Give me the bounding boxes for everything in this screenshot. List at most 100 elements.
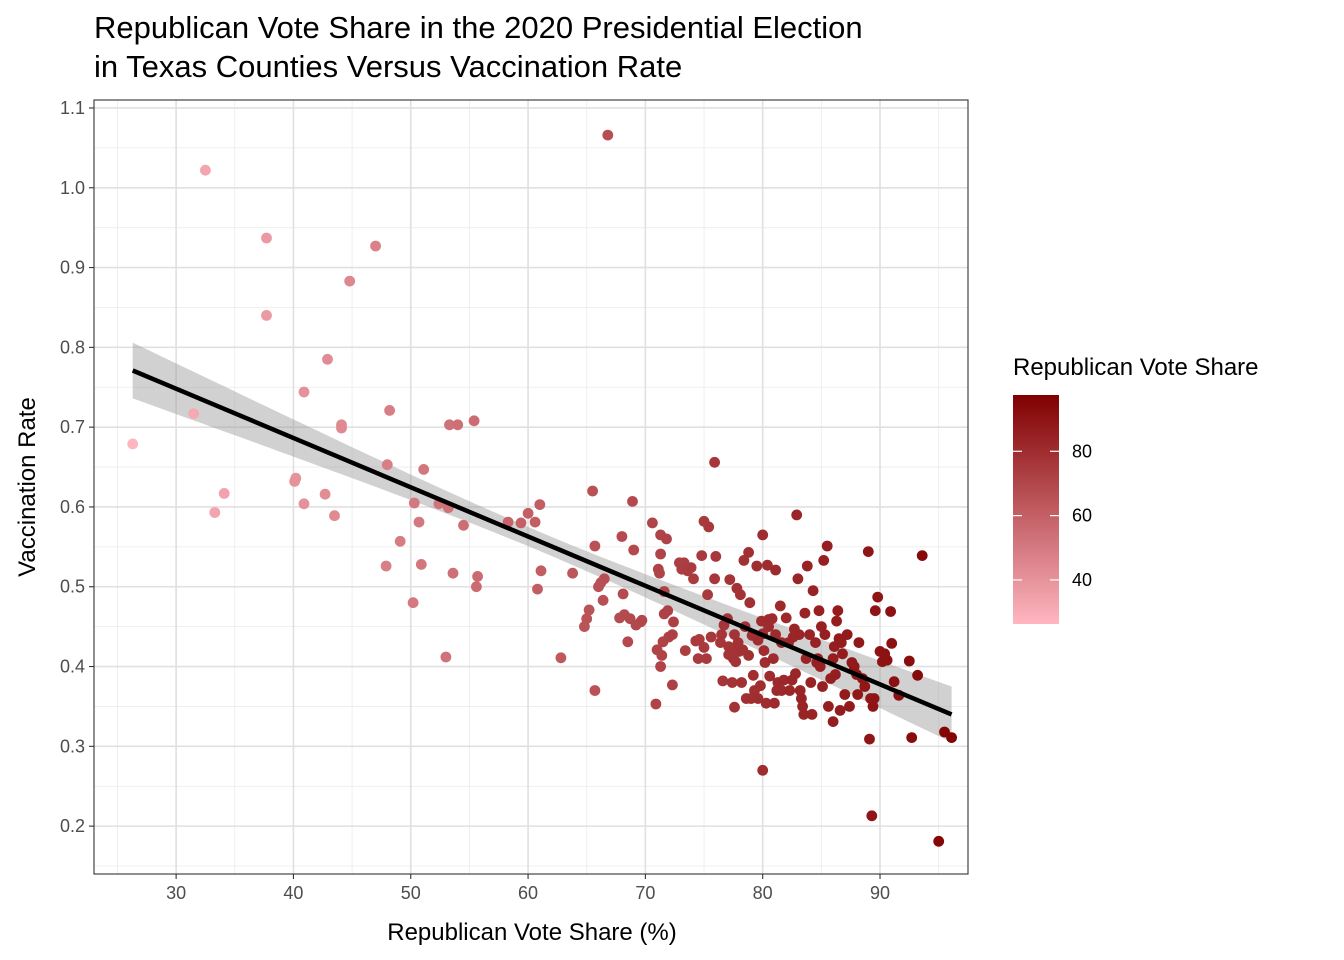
data-point (515, 517, 527, 529)
y-axis: 0.2 0.3 0.4 0.5 0.6 0.7 0.8 0.9 1.0 1.1 (60, 98, 94, 836)
data-point (127, 438, 139, 450)
data-point (886, 638, 898, 649)
data-point (261, 232, 272, 244)
data-point (188, 408, 200, 419)
data-point (535, 565, 547, 577)
data-point (534, 499, 546, 510)
data-point (813, 605, 825, 617)
data-point (622, 636, 634, 648)
data-point (567, 567, 578, 579)
data-point (807, 585, 819, 597)
data-point (776, 685, 787, 696)
y-tick-label: 0.9 (60, 258, 85, 278)
data-point (617, 588, 629, 600)
data-point (298, 386, 310, 398)
data-point (801, 560, 813, 572)
data-point (778, 674, 790, 686)
data-point (798, 709, 810, 720)
data-point (751, 560, 763, 572)
data-point (726, 677, 738, 688)
data-point (888, 676, 900, 688)
data-point (885, 606, 896, 617)
data-point (581, 613, 593, 625)
data-point (647, 517, 658, 529)
data-point (853, 637, 865, 648)
data-point (650, 698, 662, 710)
data-point (200, 164, 211, 176)
data-point (655, 548, 666, 560)
data-point (804, 629, 815, 640)
data-point (370, 240, 381, 252)
data-point (529, 516, 541, 528)
data-point (471, 581, 482, 593)
data-point (832, 605, 844, 617)
data-point (702, 589, 713, 601)
data-point (844, 701, 855, 712)
major-gridlines (94, 100, 968, 874)
data-point (655, 661, 666, 672)
data-point (413, 516, 425, 528)
color-legend: Republican Vote Share 40 60 80 (1013, 354, 1259, 624)
data-point (738, 555, 750, 566)
plot-panel (93, 99, 969, 875)
data-point (912, 669, 923, 681)
data-point (458, 519, 469, 531)
data-point (823, 701, 834, 712)
data-point (916, 550, 928, 561)
y-tick-label: 1.0 (60, 178, 85, 198)
data-point (685, 562, 697, 573)
data-point (906, 732, 918, 743)
data-point (447, 567, 459, 579)
data-point (869, 605, 881, 617)
data-point (336, 422, 347, 434)
y-tick-label: 0.2 (60, 816, 85, 836)
data-point (790, 668, 801, 680)
data-point (709, 573, 720, 585)
data-point (818, 555, 830, 566)
data-point (709, 456, 720, 468)
data-point (831, 615, 842, 627)
data-point (710, 551, 722, 562)
x-tick-label: 70 (635, 883, 655, 903)
data-point (319, 488, 331, 500)
data-point (654, 567, 665, 579)
data-point (698, 642, 710, 653)
data-point (774, 600, 786, 612)
y-tick-label: 0.7 (60, 417, 85, 437)
data-point (440, 651, 452, 663)
data-point (736, 677, 747, 688)
data-point (859, 681, 871, 692)
data-point (766, 613, 778, 625)
data-point (946, 732, 957, 743)
x-tick-label: 40 (283, 883, 303, 903)
data-point (693, 634, 705, 645)
data-point (583, 604, 595, 616)
data-point (662, 605, 674, 617)
data-point (555, 652, 567, 664)
data-point (872, 591, 884, 603)
data-point (797, 701, 808, 712)
data-point (344, 275, 356, 287)
data-point (841, 629, 853, 640)
data-point (770, 564, 781, 576)
data-point (627, 496, 638, 507)
data-point (752, 693, 764, 704)
data-point (817, 681, 828, 692)
data-point (881, 654, 893, 666)
trend-line-layer (131, 368, 953, 717)
legend-tick-label: 80 (1072, 441, 1092, 461)
data-point (759, 657, 771, 668)
legend-tick-label: 40 (1072, 570, 1092, 590)
data-point (688, 573, 699, 585)
data-point (866, 810, 878, 822)
y-tick-label: 0.5 (60, 577, 85, 597)
data-point (834, 705, 846, 716)
data-point (261, 310, 272, 321)
data-point (384, 405, 395, 416)
data-point (852, 689, 864, 700)
data-point (667, 679, 678, 691)
legend-title: Republican Vote Share (1013, 354, 1259, 381)
data-point (794, 685, 806, 696)
data-point (767, 653, 779, 664)
data-point (589, 540, 601, 552)
